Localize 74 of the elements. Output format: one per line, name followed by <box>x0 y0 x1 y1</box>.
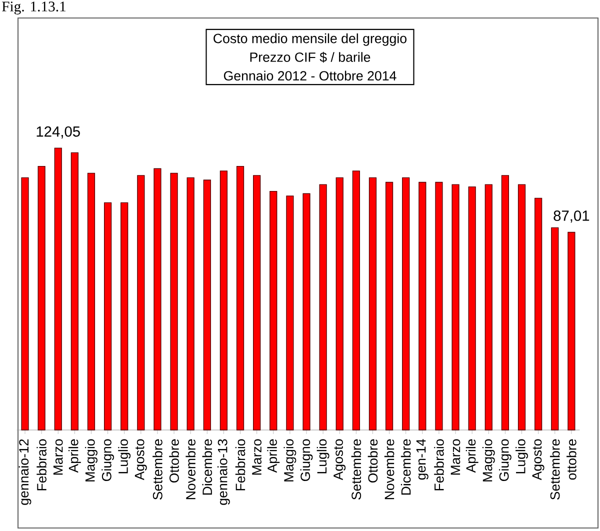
bar <box>352 170 360 430</box>
x-tick-label: ottobre <box>566 439 576 480</box>
x-tick-label: Settembre <box>351 439 362 500</box>
bar <box>21 177 29 430</box>
x-tick-label: Dicembre <box>202 439 212 495</box>
x-tick-label: Luglio <box>516 439 528 474</box>
bar <box>501 175 509 430</box>
bar <box>170 172 178 430</box>
bar <box>319 184 327 430</box>
bar <box>551 227 559 430</box>
bar <box>534 198 542 430</box>
bar <box>120 202 128 430</box>
x-tick-label: Febbraio <box>235 439 246 490</box>
x-tick-label: Agosto <box>532 439 544 480</box>
x-tick-label: gennaio-13 <box>217 439 230 505</box>
text: Gennaio 2012 - Ottobre 2014 <box>224 70 396 81</box>
x-tick-label: Maggio <box>85 439 98 482</box>
bar <box>87 172 96 430</box>
x-tick-label: Marzo <box>450 439 460 475</box>
x-tick-label: Febbraio <box>36 439 46 490</box>
x-tick-label: Aprile <box>267 439 280 473</box>
bar <box>236 166 244 430</box>
bar <box>70 152 78 430</box>
bar <box>518 184 526 430</box>
bar <box>154 168 162 430</box>
x-tick-label: gennaio-12 <box>18 439 32 505</box>
x-tick-label: Luglio <box>118 439 131 474</box>
bar <box>368 177 377 430</box>
x-tick-label: Agosto <box>134 439 147 480</box>
chart-title: Costo medio mensile del greggio <box>214 33 406 46</box>
bar <box>468 186 476 430</box>
chart-subtitle: Prezzo CIF $ / barile <box>250 52 370 63</box>
x-tick-label: Settembre <box>550 439 560 500</box>
x-tick-label: Giugno <box>300 439 313 482</box>
bar <box>104 202 112 430</box>
bar <box>270 191 278 430</box>
x-tick-label: Aprile <box>68 439 81 473</box>
bar <box>452 184 460 430</box>
bar <box>220 170 228 430</box>
x-tick-label: Marzo <box>252 439 262 475</box>
x-tick-label: Dicembre <box>400 439 411 495</box>
x-tick-label: Ottobre <box>368 439 378 483</box>
bar <box>54 148 62 430</box>
bar <box>302 193 310 430</box>
x-tick-label: gen-14 <box>416 439 428 480</box>
bar <box>203 180 211 430</box>
data-label: 87,01 <box>554 210 590 223</box>
bar <box>137 175 145 430</box>
x-tick-label: Ottobre <box>169 439 179 483</box>
bar <box>435 182 443 430</box>
x-tick-label: Febbraio <box>434 439 444 490</box>
x-tick-label: Giugno <box>498 439 512 482</box>
bar <box>336 177 344 430</box>
data-label: 124,05 <box>36 126 80 138</box>
x-tick-label: Maggio <box>284 439 296 482</box>
bar <box>402 177 410 430</box>
bar <box>38 166 46 430</box>
x-tick-label: Settembre <box>152 439 162 500</box>
x-tick-label: Agosto <box>334 439 346 480</box>
x-tick-label: Novembre <box>186 439 196 500</box>
caption: Fig. 1.13.1 <box>2 2 66 14</box>
bar <box>253 175 261 430</box>
bar <box>385 182 394 430</box>
bar <box>186 177 194 430</box>
x-tick-label: Maggio <box>482 439 495 482</box>
x-tick-label: Novembre <box>384 439 394 500</box>
bar <box>484 184 492 430</box>
x-tick-label: Marzo <box>53 439 63 475</box>
x-tick-label: Aprile <box>466 439 478 473</box>
bar <box>286 196 294 430</box>
bar <box>418 182 426 430</box>
bar <box>568 232 576 430</box>
x-tick-label: Giugno <box>102 439 114 482</box>
x-tick-label: Luglio <box>316 439 330 474</box>
